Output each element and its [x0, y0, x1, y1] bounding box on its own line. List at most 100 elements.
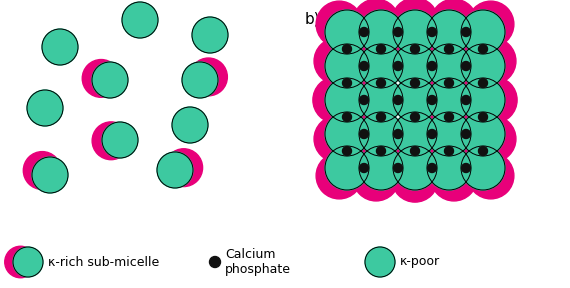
Circle shape	[434, 35, 480, 81]
Circle shape	[365, 247, 395, 277]
Circle shape	[325, 44, 369, 88]
Circle shape	[343, 45, 352, 54]
Circle shape	[478, 45, 487, 54]
Circle shape	[393, 44, 437, 88]
Circle shape	[157, 152, 193, 188]
Circle shape	[461, 78, 505, 122]
Circle shape	[392, 122, 438, 168]
Circle shape	[13, 247, 43, 277]
Circle shape	[210, 257, 221, 268]
Circle shape	[393, 146, 437, 190]
Circle shape	[347, 77, 393, 123]
Text: Calcium: Calcium	[225, 247, 275, 261]
Circle shape	[27, 90, 63, 126]
Circle shape	[359, 44, 403, 88]
Circle shape	[437, 77, 483, 123]
Circle shape	[428, 130, 437, 139]
Circle shape	[393, 130, 402, 139]
Circle shape	[393, 10, 437, 54]
Circle shape	[428, 27, 437, 37]
Circle shape	[360, 164, 368, 173]
Circle shape	[325, 78, 369, 122]
Circle shape	[392, 0, 438, 44]
Circle shape	[471, 77, 517, 123]
Circle shape	[353, 0, 399, 45]
Circle shape	[313, 77, 359, 123]
Circle shape	[359, 78, 403, 122]
Circle shape	[393, 112, 437, 156]
Circle shape	[343, 147, 352, 156]
Circle shape	[350, 35, 396, 81]
Circle shape	[359, 10, 403, 54]
Circle shape	[325, 10, 369, 54]
Circle shape	[392, 32, 438, 78]
Circle shape	[410, 79, 420, 88]
Circle shape	[410, 113, 420, 122]
Circle shape	[325, 112, 369, 156]
Circle shape	[478, 147, 487, 156]
Circle shape	[360, 27, 368, 37]
Circle shape	[434, 119, 480, 165]
Circle shape	[470, 38, 516, 84]
Circle shape	[182, 62, 218, 98]
Circle shape	[427, 44, 471, 88]
Circle shape	[461, 44, 505, 88]
Circle shape	[42, 29, 78, 65]
Circle shape	[427, 10, 471, 54]
Circle shape	[393, 164, 402, 173]
Circle shape	[467, 1, 514, 47]
Circle shape	[377, 79, 385, 88]
Circle shape	[359, 112, 403, 156]
Circle shape	[431, 155, 477, 201]
Circle shape	[461, 146, 505, 190]
Circle shape	[410, 147, 420, 156]
Circle shape	[462, 130, 470, 139]
Circle shape	[462, 164, 470, 173]
Circle shape	[393, 62, 402, 71]
Circle shape	[403, 77, 449, 123]
Circle shape	[427, 146, 471, 190]
Circle shape	[353, 155, 399, 201]
Circle shape	[392, 156, 438, 202]
Circle shape	[314, 38, 360, 84]
Circle shape	[316, 1, 363, 47]
Circle shape	[343, 79, 352, 88]
Circle shape	[32, 157, 68, 193]
Circle shape	[165, 149, 202, 187]
Circle shape	[102, 122, 138, 158]
Circle shape	[393, 27, 402, 37]
Circle shape	[172, 107, 208, 143]
Text: phosphate: phosphate	[225, 264, 291, 276]
Circle shape	[428, 62, 437, 71]
Circle shape	[461, 10, 505, 54]
Circle shape	[314, 116, 360, 162]
Circle shape	[377, 113, 385, 122]
Circle shape	[428, 164, 437, 173]
Circle shape	[445, 113, 454, 122]
Circle shape	[5, 246, 36, 278]
Circle shape	[462, 96, 470, 105]
Circle shape	[122, 2, 158, 38]
Circle shape	[428, 96, 437, 105]
Circle shape	[445, 147, 454, 156]
Circle shape	[360, 96, 368, 105]
Circle shape	[445, 79, 454, 88]
Circle shape	[377, 45, 385, 54]
Circle shape	[393, 96, 402, 105]
Circle shape	[316, 153, 363, 199]
Circle shape	[427, 78, 471, 122]
Text: κ-rich sub-micelle: κ-rich sub-micelle	[48, 255, 159, 268]
Circle shape	[23, 151, 61, 190]
Text: κ-poor: κ-poor	[400, 255, 440, 268]
Circle shape	[325, 146, 369, 190]
Circle shape	[461, 112, 505, 156]
Circle shape	[82, 60, 120, 97]
Circle shape	[360, 62, 368, 71]
Circle shape	[343, 113, 352, 122]
Circle shape	[192, 17, 228, 53]
Circle shape	[359, 146, 403, 190]
Circle shape	[478, 113, 487, 122]
Circle shape	[377, 147, 385, 156]
Circle shape	[410, 45, 420, 54]
Circle shape	[478, 79, 487, 88]
